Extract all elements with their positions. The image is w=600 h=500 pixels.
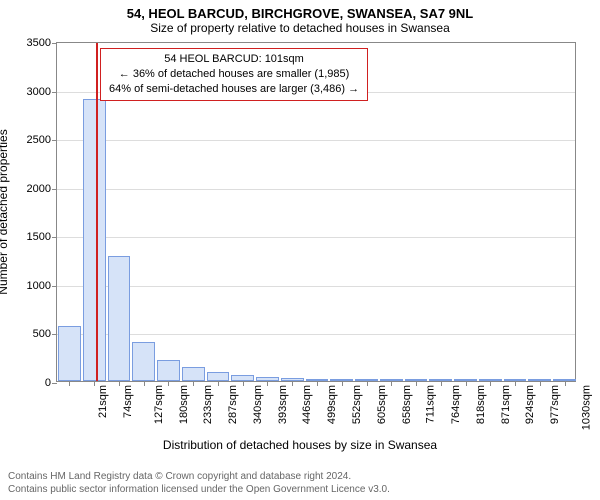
ytick-mark [52,92,57,93]
xtick-label: 977sqm [549,385,561,424]
ytick-label: 2000 [27,183,51,195]
xtick-label: 74sqm [122,385,134,418]
histogram-bar [108,256,131,381]
ytick-label: 3500 [27,37,51,49]
xtick-mark [69,381,70,386]
xtick-label: 127sqm [153,385,165,424]
xtick-label: 552sqm [351,385,363,424]
ytick-label: 1500 [27,231,51,243]
info-line-larger: 64% of semi-detached houses are larger (… [109,82,359,97]
info-line-smaller: ← 36% of detached houses are smaller (1,… [109,67,359,82]
xtick-label: 499sqm [326,385,338,424]
ytick-mark [52,189,57,190]
ytick-label: 2500 [27,134,51,146]
property-info-callout: 54 HEOL BARCUD: 101sqm ← 36% of detached… [100,48,368,101]
xtick-mark [342,381,343,386]
xtick-label: 764sqm [450,385,462,424]
xtick-label: 21sqm [97,385,109,418]
ytick-label: 1000 [27,280,51,292]
xtick-mark [490,381,491,386]
xtick-label: 393sqm [277,385,289,424]
footer-line2: Contains public sector information licen… [8,483,390,496]
gridline [57,334,575,335]
xtick-mark [218,381,219,386]
xtick-label: 446sqm [302,385,314,424]
ytick-label: 500 [33,328,51,340]
xtick-label: 711sqm [425,385,437,423]
gridline [57,189,575,190]
xtick-mark [367,381,368,386]
info-line-property: 54 HEOL BARCUD: 101sqm [109,52,359,67]
xtick-label: 233sqm [203,385,215,424]
xtick-mark [540,381,541,386]
xtick-mark [317,381,318,386]
y-axis-label: Number of detached properties [0,129,10,294]
xtick-label: 818sqm [475,385,487,424]
page-title-line2: Size of property relative to detached ho… [0,21,600,39]
ytick-mark [52,383,57,384]
xtick-label: 1030sqm [580,385,592,430]
ytick-label: 3000 [27,86,51,98]
property-marker-line [96,43,98,381]
xtick-label: 871sqm [500,385,512,424]
xtick-mark [466,381,467,386]
xtick-mark [94,381,95,386]
histogram-bar [132,342,155,381]
x-axis-label: Distribution of detached houses by size … [0,438,600,452]
xtick-mark [391,381,392,386]
xtick-mark [565,381,566,386]
ytick-mark [52,286,57,287]
xtick-label: 180sqm [178,385,190,424]
xtick-mark [168,381,169,386]
histogram-bar [58,326,81,381]
xtick-mark [416,381,417,386]
ytick-mark [52,334,57,335]
footer-line1: Contains HM Land Registry data © Crown c… [8,470,390,483]
histogram-bar [182,367,205,381]
histogram-bar [157,360,180,381]
ytick-mark [52,140,57,141]
histogram-bar [207,372,230,381]
ytick-mark [52,43,57,44]
histogram-bar [83,99,106,381]
gridline [57,237,575,238]
xtick-mark [193,381,194,386]
xtick-mark [144,381,145,386]
xtick-mark [119,381,120,386]
xtick-mark [267,381,268,386]
xtick-label: 340sqm [252,385,264,424]
xtick-label: 605sqm [376,385,388,424]
gridline [57,286,575,287]
gridline [57,140,575,141]
xtick-mark [441,381,442,386]
footer-attribution: Contains HM Land Registry data © Crown c… [8,470,390,496]
xtick-label: 658sqm [401,385,413,424]
page-title-line1: 54, HEOL BARCUD, BIRCHGROVE, SWANSEA, SA… [0,0,600,21]
xtick-label: 287sqm [227,385,239,424]
ytick-mark [52,237,57,238]
ytick-label: 0 [45,377,51,389]
xtick-mark [243,381,244,386]
xtick-mark [292,381,293,386]
xtick-mark [515,381,516,386]
xtick-label: 924sqm [524,385,536,424]
